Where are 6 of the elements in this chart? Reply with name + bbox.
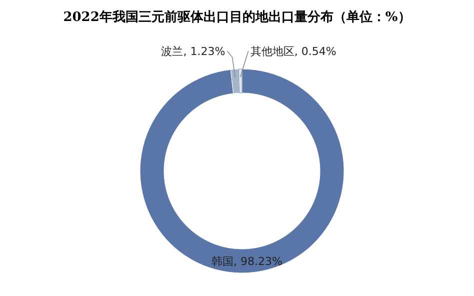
slice-label: 其他地区, 0.54% bbox=[250, 45, 336, 58]
donut-slice bbox=[238, 68, 242, 94]
slice-label: 韩国, 98.23% bbox=[212, 254, 282, 268]
slice-label: 波兰, 1.23% bbox=[161, 45, 226, 58]
donut-slice bbox=[140, 68, 344, 274]
chart-title: 2022年我国三元前驱体出口目的地出口量分布（单位：%） bbox=[62, 9, 412, 26]
